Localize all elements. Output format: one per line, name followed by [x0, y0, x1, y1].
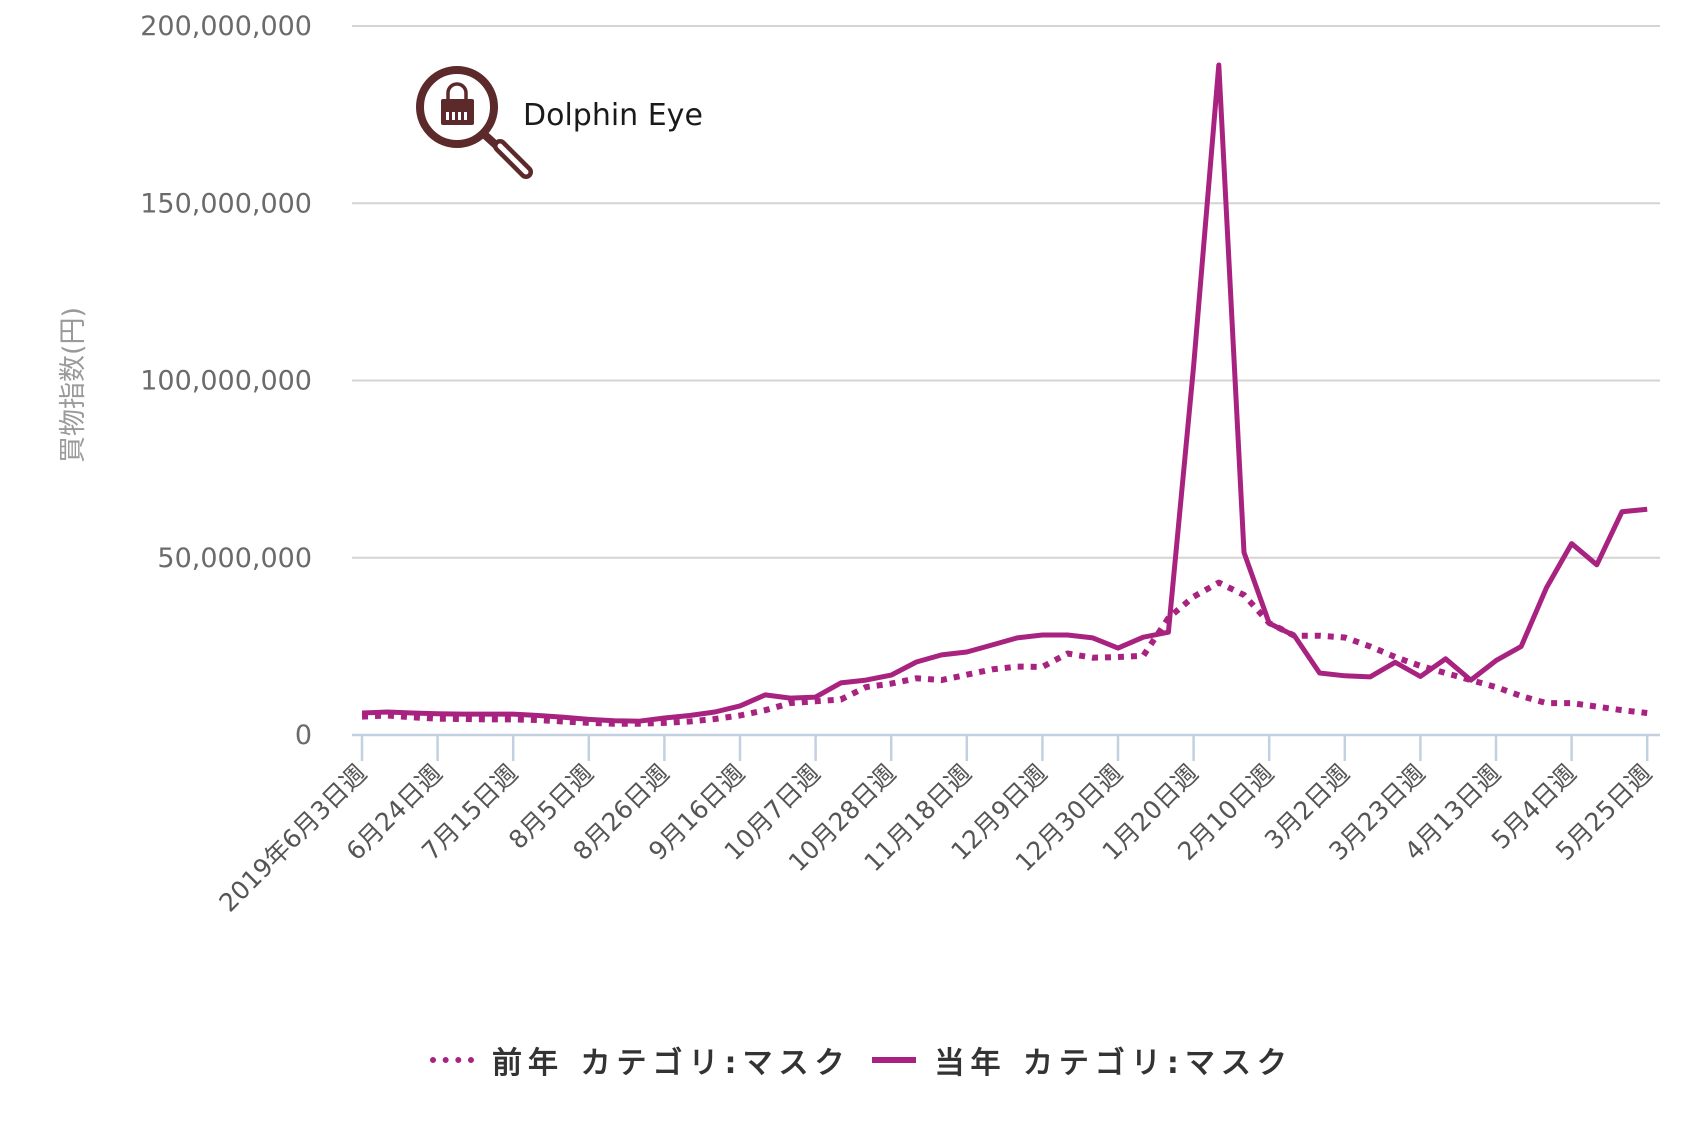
y-tick-label: 0 [295, 720, 312, 751]
y-tick-label: 200,000,000 [140, 11, 312, 42]
chart-legend: 前年 カテゴリ:マスク 当年 カテゴリ:マスク [430, 1038, 1315, 1082]
solid-line-swatch-icon [872, 1057, 917, 1063]
brand-logo: Dolphin Eye [416, 66, 703, 179]
y-tick-label: 100,000,000 [140, 366, 312, 397]
y-axis-tick-labels: 0 50,000,000 100,000,000 150,000,000 200,000… [140, 11, 312, 751]
series-lines [361, 62, 1648, 727]
dotted-line-swatch-icon [430, 1057, 474, 1063]
brand-name: Dolphin Eye [523, 98, 703, 133]
y-axis-label: 買物指数(円) [58, 307, 89, 463]
magnifier-shopping-bag-icon [416, 66, 533, 179]
y-tick-label: 50,000,000 [157, 543, 312, 574]
previous-year-line [361, 579, 1648, 727]
gridlines [352, 25, 1660, 559]
legend-item-previous-year[interactable]: 前年 カテゴリ:マスク [430, 1038, 850, 1082]
y-tick-label: 150,000,000 [140, 188, 312, 219]
x-axis-tick-labels: 2019年6月3日週6月24日週7月15日週8月5日週8月26日週9月16日週1… [214, 759, 1658, 918]
legend-label: 当年 カテゴリ:マスク [934, 1046, 1293, 1081]
x-axis [352, 733, 1660, 761]
legend-item-current-year[interactable]: 当年 カテゴリ:マスク [872, 1038, 1292, 1082]
current-year-line [361, 62, 1648, 724]
legend-label: 前年 カテゴリ:マスク [492, 1046, 851, 1081]
